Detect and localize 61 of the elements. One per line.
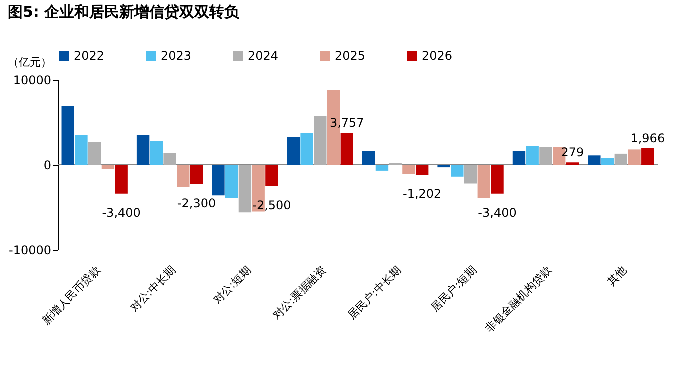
x-tick-label: 其他	[604, 264, 630, 289]
data-label: -1,202	[402, 187, 442, 202]
bar	[376, 165, 389, 171]
bar	[438, 165, 450, 168]
x-tick-label: 新增人民币贷款	[40, 264, 104, 328]
bar	[478, 165, 490, 198]
legend-label: 2022	[74, 49, 105, 63]
bar	[362, 151, 376, 165]
x-tick-label: 对公:短期	[210, 264, 254, 307]
bar	[115, 165, 128, 194]
y-axis-title: （亿元）	[8, 56, 52, 69]
bar	[526, 146, 539, 165]
bar	[340, 133, 354, 165]
bar	[150, 141, 164, 165]
bar	[238, 165, 252, 213]
x-tick-label: 对公:票据融资	[270, 264, 329, 322]
bar	[588, 156, 601, 165]
bar	[62, 106, 74, 165]
bar	[628, 150, 641, 165]
bar	[266, 165, 278, 186]
data-label: -3,400	[102, 206, 141, 220]
bar	[164, 153, 176, 165]
legend-label: 2026	[422, 49, 453, 63]
bar	[402, 165, 416, 174]
bar	[540, 147, 552, 165]
bar	[102, 165, 115, 170]
y-tick-label: -10000	[8, 244, 52, 258]
data-label: -3,400	[478, 206, 517, 220]
bar	[512, 151, 526, 165]
bar	[75, 135, 88, 165]
bar	[464, 165, 478, 184]
legend-label: 2024	[248, 49, 279, 63]
legend-label: 2025	[335, 49, 366, 63]
data-label: 3,757	[330, 116, 364, 130]
data-label: -2,300	[177, 196, 216, 211]
y-tick-label: 10000	[13, 74, 52, 88]
bar	[491, 165, 504, 194]
bar	[300, 134, 314, 165]
bar	[287, 136, 300, 165]
legend-label: 2023	[161, 49, 192, 63]
bar	[614, 154, 628, 165]
chart-title: 图5: 企业和居民新增信贷双双转负	[8, 3, 241, 21]
x-tick-label: 居民户:短期	[428, 264, 480, 315]
x-tick-label: 对公:中长期	[128, 264, 179, 315]
bar	[601, 158, 614, 165]
data-label: 279	[561, 146, 584, 160]
bar	[642, 148, 654, 165]
bar	[451, 165, 464, 177]
x-tick-label: 非银金融机构贷款	[483, 264, 554, 336]
bar	[226, 165, 238, 198]
bar	[88, 142, 102, 165]
data-label: 1,966	[630, 131, 666, 146]
bar	[314, 116, 327, 165]
bar	[190, 165, 204, 185]
x-tick-label: 居民户:中长期	[346, 264, 404, 322]
bar	[136, 135, 150, 165]
y-tick-label: 0	[44, 158, 52, 172]
bar	[212, 165, 225, 196]
bar	[177, 165, 190, 188]
data-label: -2,500	[252, 198, 292, 212]
bar	[416, 165, 429, 176]
